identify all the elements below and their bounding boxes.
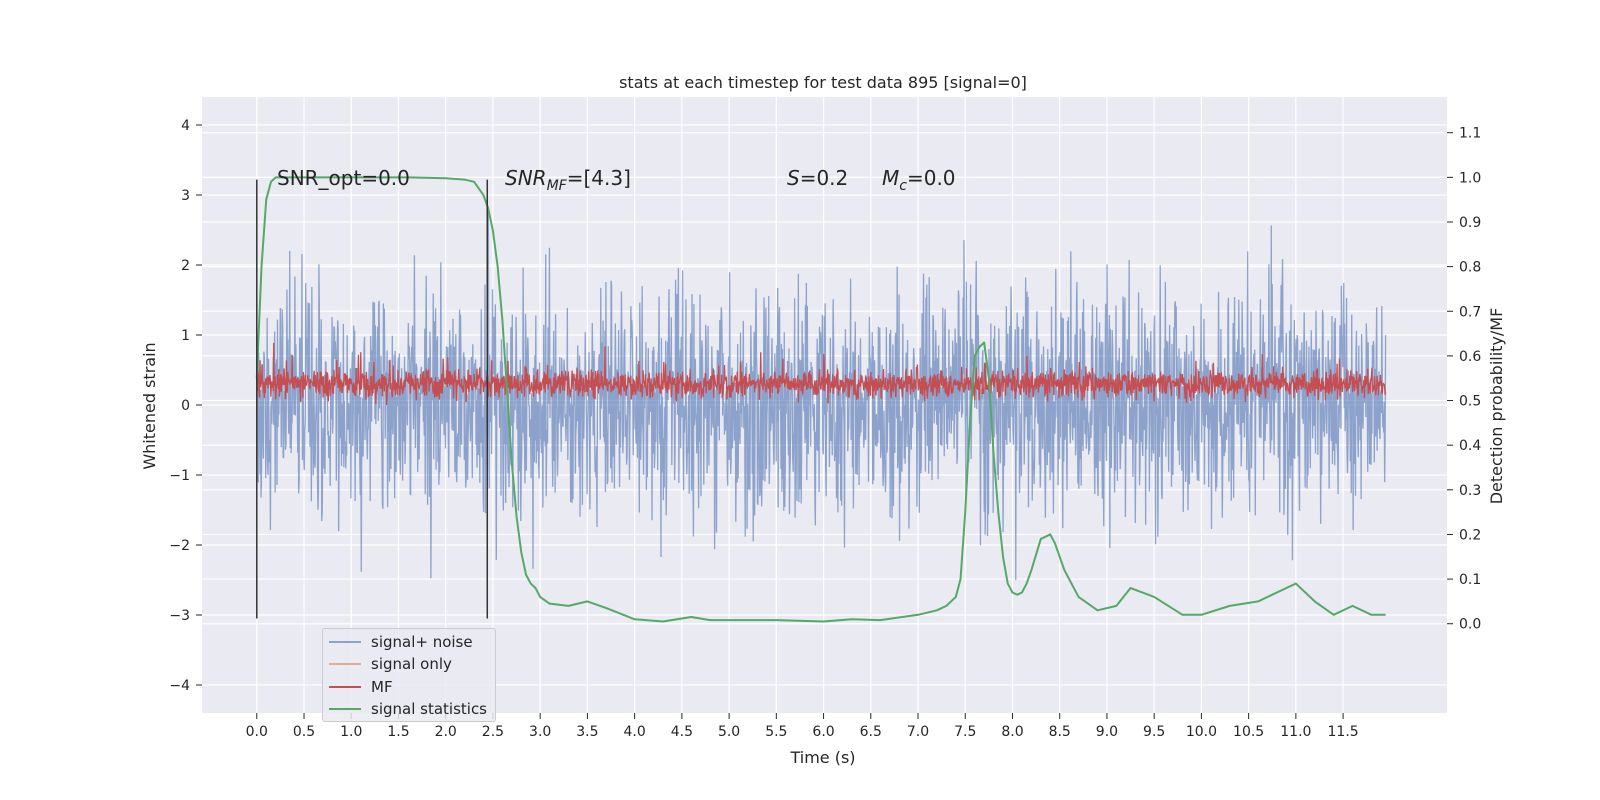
y-right-tick-label: 0.3 xyxy=(1459,483,1481,499)
x-tick-label: 1.0 xyxy=(340,724,362,740)
annotation-snr-mf-sub: MF xyxy=(547,178,568,194)
y-right-tick-label: 0.8 xyxy=(1459,260,1481,276)
legend-swatch-mf xyxy=(329,686,361,688)
x-tick-label: 5.5 xyxy=(765,724,787,740)
chart-legend: signal+ noise signal only MF signal stat… xyxy=(322,628,496,722)
legend-item-signal-only: signal only xyxy=(329,653,452,675)
legend-item-signal-statistics: signal statistics xyxy=(329,698,487,720)
legend-item-signal-noise: signal+ noise xyxy=(329,631,473,653)
x-tick-label: 0.5 xyxy=(293,724,315,740)
x-tick-label: 10.5 xyxy=(1233,724,1264,740)
series-signal-noise-line xyxy=(256,206,1387,581)
legend-label-mf: MF xyxy=(371,678,393,696)
annotation-snr-mf-value: =[4.3] xyxy=(567,166,631,190)
y-right-tick-label: 0.6 xyxy=(1459,349,1481,365)
legend-swatch-signal-only xyxy=(329,663,361,665)
y-left-tick-label: 2 xyxy=(181,258,190,274)
x-tick-label: 3.5 xyxy=(576,724,598,740)
y-left-tick-label: 4 xyxy=(181,118,190,134)
x-tick-label: 11.5 xyxy=(1328,724,1359,740)
x-tick-label: 7.0 xyxy=(907,724,929,740)
x-tick-label: 9.5 xyxy=(1143,724,1165,740)
y-right-tick-label: 1.1 xyxy=(1459,126,1481,142)
x-tick-label: 11.0 xyxy=(1280,724,1311,740)
y-axis-right-label: Detection probability/MF xyxy=(1487,308,1506,505)
annotation-s: S=0.2 xyxy=(787,166,848,190)
y-right-tick-label: 0.7 xyxy=(1459,304,1481,320)
annotation-snr-opt: SNR_opt=0.0 xyxy=(277,166,410,190)
y-left-tick-label: −4 xyxy=(169,678,190,694)
y-right-tick-label: 0.5 xyxy=(1459,394,1481,410)
x-tick-label: 6.0 xyxy=(812,724,834,740)
x-tick-label: 10.0 xyxy=(1186,724,1217,740)
x-tick-label: 4.0 xyxy=(623,724,645,740)
annotation-s-var: S xyxy=(787,166,800,190)
x-tick-label: 2.5 xyxy=(482,724,504,740)
x-tick-label: 8.5 xyxy=(1049,724,1071,740)
legend-label-signal-noise: signal+ noise xyxy=(371,633,473,651)
series-mf-line xyxy=(256,342,1387,406)
legend-swatch-signal-noise xyxy=(329,641,361,643)
y-left-tick-label: −3 xyxy=(169,608,190,624)
x-tick-label: 2.0 xyxy=(435,724,457,740)
y-right-tick-label: 1.0 xyxy=(1459,170,1481,186)
y-right-tick-label: 0.4 xyxy=(1459,438,1481,454)
axis-ticks: 0.0 0.5 1.0 1.5 2.0 2.5 3.0 3.5 4.0 4.5 5.0 5.5 6.0 6… xyxy=(169,118,1481,740)
y-right-tick-label: 0.9 xyxy=(1459,215,1481,231)
y-axis-left-label: Whitened strain xyxy=(140,342,159,469)
y-left-tick-label: −2 xyxy=(169,538,190,554)
annotation-s-value: =0.2 xyxy=(800,166,849,190)
vertical-markers xyxy=(256,179,489,619)
annotation-snr-mf-prefix: SNR xyxy=(505,166,547,190)
chart-title: stats at each timestep for test data 895… xyxy=(619,73,1027,92)
annotation-snr-mf: SNRMF=[4.3] xyxy=(505,166,631,194)
legend-item-mf: MF xyxy=(329,676,393,698)
legend-swatch-signal-statistics xyxy=(329,708,361,710)
legend-label-signal-only: signal only xyxy=(371,655,452,673)
x-axis-label: Time (s) xyxy=(789,748,855,767)
annotation-mc-sub: c xyxy=(899,178,907,194)
annotation-mc: Mc=0.0 xyxy=(882,166,956,194)
y-left-tick-label: 1 xyxy=(181,328,190,344)
x-tick-label: 7.5 xyxy=(954,724,976,740)
x-tick-label: 1.5 xyxy=(387,724,409,740)
x-tick-label: 8.0 xyxy=(1001,724,1023,740)
x-tick-label: 6.5 xyxy=(860,724,882,740)
y-right-tick-label: 0.2 xyxy=(1459,527,1481,543)
y-left-tick-label: −1 xyxy=(169,468,190,484)
y-right-tick-label: 0.1 xyxy=(1459,572,1481,588)
legend-label-signal-statistics: signal statistics xyxy=(371,700,488,718)
x-tick-label: 3.0 xyxy=(529,724,551,740)
y-left-tick-label: 0 xyxy=(181,398,190,414)
annotation-mc-var: M xyxy=(882,166,899,190)
y-left-tick-label: 3 xyxy=(181,188,190,204)
annotation-mc-value: =0.0 xyxy=(907,166,956,190)
x-tick-label: 9.0 xyxy=(1096,724,1118,740)
x-tick-label: 0.0 xyxy=(246,724,268,740)
x-tick-label: 4.5 xyxy=(671,724,693,740)
x-tick-label: 5.0 xyxy=(718,724,740,740)
y-right-tick-label: 0.0 xyxy=(1459,617,1481,633)
